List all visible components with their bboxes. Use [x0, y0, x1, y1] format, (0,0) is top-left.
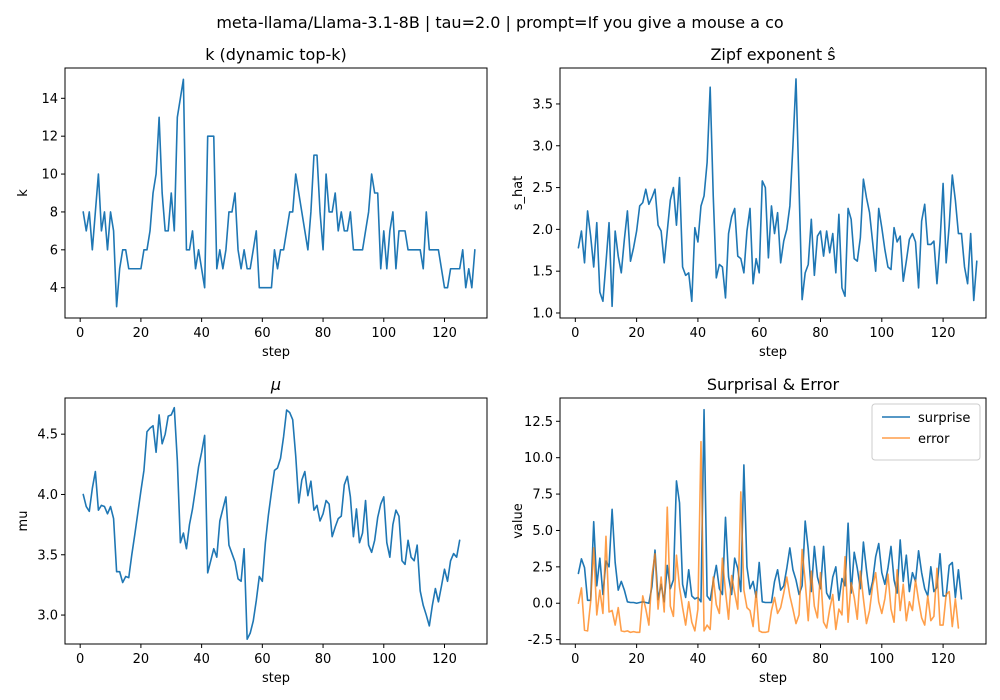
x-tick-label: 100 — [869, 326, 894, 341]
y-tick-label: 7.5 — [532, 488, 553, 503]
y-tick-label: 12 — [41, 130, 58, 145]
x-tick-label: 60 — [254, 652, 271, 667]
panel-surprisal-error: Surprisal & Error 0 20 40 60 80 100 120 -2.5 0.0 2… — [511, 375, 987, 686]
x-tick-label: 80 — [315, 652, 332, 667]
y-tick-label: 8 — [50, 205, 58, 220]
x-axis-label: step — [759, 671, 787, 686]
x-tick-label: 120 — [432, 652, 457, 667]
y-tick-label: 1.0 — [532, 306, 553, 321]
x-tick-label: 120 — [931, 326, 956, 341]
y-tick-label: 5.0 — [532, 524, 553, 539]
panel-title: Surprisal & Error — [707, 375, 840, 394]
y-tick-label: 2.0 — [532, 223, 553, 238]
x-tick-label: 80 — [812, 326, 829, 341]
x-tick-label: 40 — [690, 326, 707, 341]
x-tick-label: 80 — [315, 326, 332, 341]
axes-frame — [559, 397, 987, 645]
y-tick-label: 3.5 — [37, 548, 58, 563]
y-tick-label: 12.5 — [524, 415, 553, 430]
x-tick-label: 100 — [869, 652, 894, 667]
y-tick-label: 4.5 — [37, 428, 58, 443]
x-tick-label: 20 — [133, 652, 150, 667]
panel-mu: μ 0 20 40 60 80 100 120 3.0 3.5 4.0 4.5 step mu — [16, 375, 488, 686]
x-tick-label: 20 — [628, 652, 645, 667]
axes-frame — [559, 67, 987, 319]
y-tick-label: 3.5 — [532, 97, 553, 112]
y-tick-label: -2.5 — [528, 633, 553, 648]
y-axis-label: k — [16, 189, 31, 197]
panel-title: μ — [270, 375, 281, 394]
panel-title: k (dynamic top-k) — [205, 45, 347, 64]
panel-title: Zipf exponent ŝ — [710, 45, 835, 64]
series-line-s-hat — [577, 78, 978, 308]
y-tick-label: 3.0 — [37, 609, 58, 624]
y-axis-label: s_hat — [511, 176, 526, 211]
x-axis-label: step — [759, 345, 787, 360]
y-axis-label: mu — [16, 511, 31, 532]
x-tick-label: 80 — [812, 652, 829, 667]
series-line-mu — [82, 406, 461, 640]
x-tick-label: 60 — [254, 326, 271, 341]
series-line-k — [82, 78, 476, 308]
legend: surprise error — [871, 403, 981, 461]
legend-box — [871, 403, 981, 461]
y-tick-label: 3.0 — [532, 139, 553, 154]
x-tick-label: 0 — [76, 326, 84, 341]
y-tick-label: 10 — [41, 168, 58, 183]
y-tick-label: 4.0 — [37, 488, 58, 503]
axes-frame — [64, 397, 488, 645]
legend-label-surprise: surprise — [918, 411, 970, 426]
y-tick-label: 10.0 — [524, 451, 553, 466]
panel-k: k (dynamic top-k) 0 20 40 60 80 100 120 4 6 8 10 12 1… — [16, 45, 488, 360]
x-tick-label: 0 — [571, 652, 579, 667]
y-tick-label: 2.5 — [532, 181, 553, 196]
x-tick-label: 20 — [133, 326, 150, 341]
x-tick-label: 120 — [432, 326, 457, 341]
x-tick-label: 0 — [76, 652, 84, 667]
y-axis-label: value — [511, 503, 526, 539]
series-line-error — [577, 440, 960, 634]
x-tick-label: 120 — [931, 652, 956, 667]
y-tick-label: 0.0 — [532, 597, 553, 612]
x-tick-label: 40 — [690, 652, 707, 667]
x-tick-label: 40 — [193, 326, 210, 341]
x-axis-label: step — [262, 671, 290, 686]
x-tick-label: 100 — [371, 326, 396, 341]
panel-s-hat: Zipf exponent ŝ 0 20 40 60 80 100 120 1.0 1.5 2.0 2… — [511, 45, 987, 360]
x-tick-label: 40 — [193, 652, 210, 667]
figure-suptitle: meta-llama/Llama-3.1-8B | tau=2.0 | prom… — [216, 13, 783, 32]
y-tick-label: 4 — [50, 281, 58, 296]
x-tick-label: 20 — [628, 326, 645, 341]
axes-frame — [64, 67, 488, 319]
legend-label-error: error — [918, 432, 950, 447]
y-tick-label: 2.5 — [532, 560, 553, 575]
x-tick-label: 60 — [751, 326, 768, 341]
y-tick-label: 14 — [41, 92, 58, 107]
x-axis-label: step — [262, 345, 290, 360]
y-tick-label: 1.5 — [532, 265, 553, 280]
x-tick-label: 0 — [571, 326, 579, 341]
x-tick-label: 60 — [751, 652, 768, 667]
y-tick-label: 6 — [50, 243, 58, 258]
x-tick-label: 100 — [371, 652, 396, 667]
